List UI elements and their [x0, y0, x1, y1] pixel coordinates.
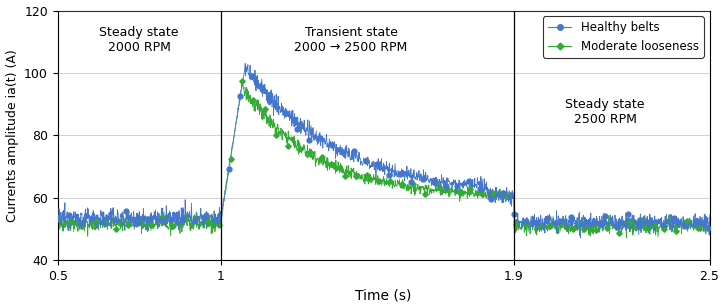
Healthy belts — [705, 213, 714, 217]
Healthy belts — [353, 159, 362, 163]
Text: Transient state
2000 → 2500 RPM: Transient state 2000 → 2500 RPM — [294, 26, 407, 54]
Moderate looseness — [687, 222, 695, 226]
Healthy belts — [370, 160, 379, 164]
Healthy belts — [687, 222, 695, 226]
X-axis label: Time (s): Time (s) — [355, 289, 412, 302]
Y-axis label: Currents amplitude ia(t) (A): Currents amplitude ia(t) (A) — [6, 49, 19, 222]
Moderate looseness — [370, 176, 379, 180]
Moderate looseness — [687, 218, 695, 222]
Line: Moderate looseness: Moderate looseness — [58, 81, 710, 238]
Healthy belts — [576, 236, 585, 240]
Text: Steady state
2500 RPM: Steady state 2500 RPM — [566, 98, 645, 126]
Moderate looseness — [567, 219, 576, 223]
Moderate looseness — [622, 236, 631, 240]
Moderate looseness — [238, 79, 247, 83]
Healthy belts — [54, 217, 62, 221]
Healthy belts — [86, 216, 95, 220]
Moderate looseness — [353, 177, 362, 181]
Healthy belts — [241, 62, 249, 65]
Legend: Healthy belts, Moderate looseness: Healthy belts, Moderate looseness — [543, 16, 703, 58]
Moderate looseness — [54, 224, 62, 227]
Line: Healthy belts: Healthy belts — [58, 63, 710, 238]
Text: Steady state
2000 RPM: Steady state 2000 RPM — [99, 26, 179, 54]
Moderate looseness — [86, 220, 95, 223]
Healthy belts — [567, 215, 576, 219]
Healthy belts — [687, 219, 695, 223]
Moderate looseness — [705, 221, 714, 224]
